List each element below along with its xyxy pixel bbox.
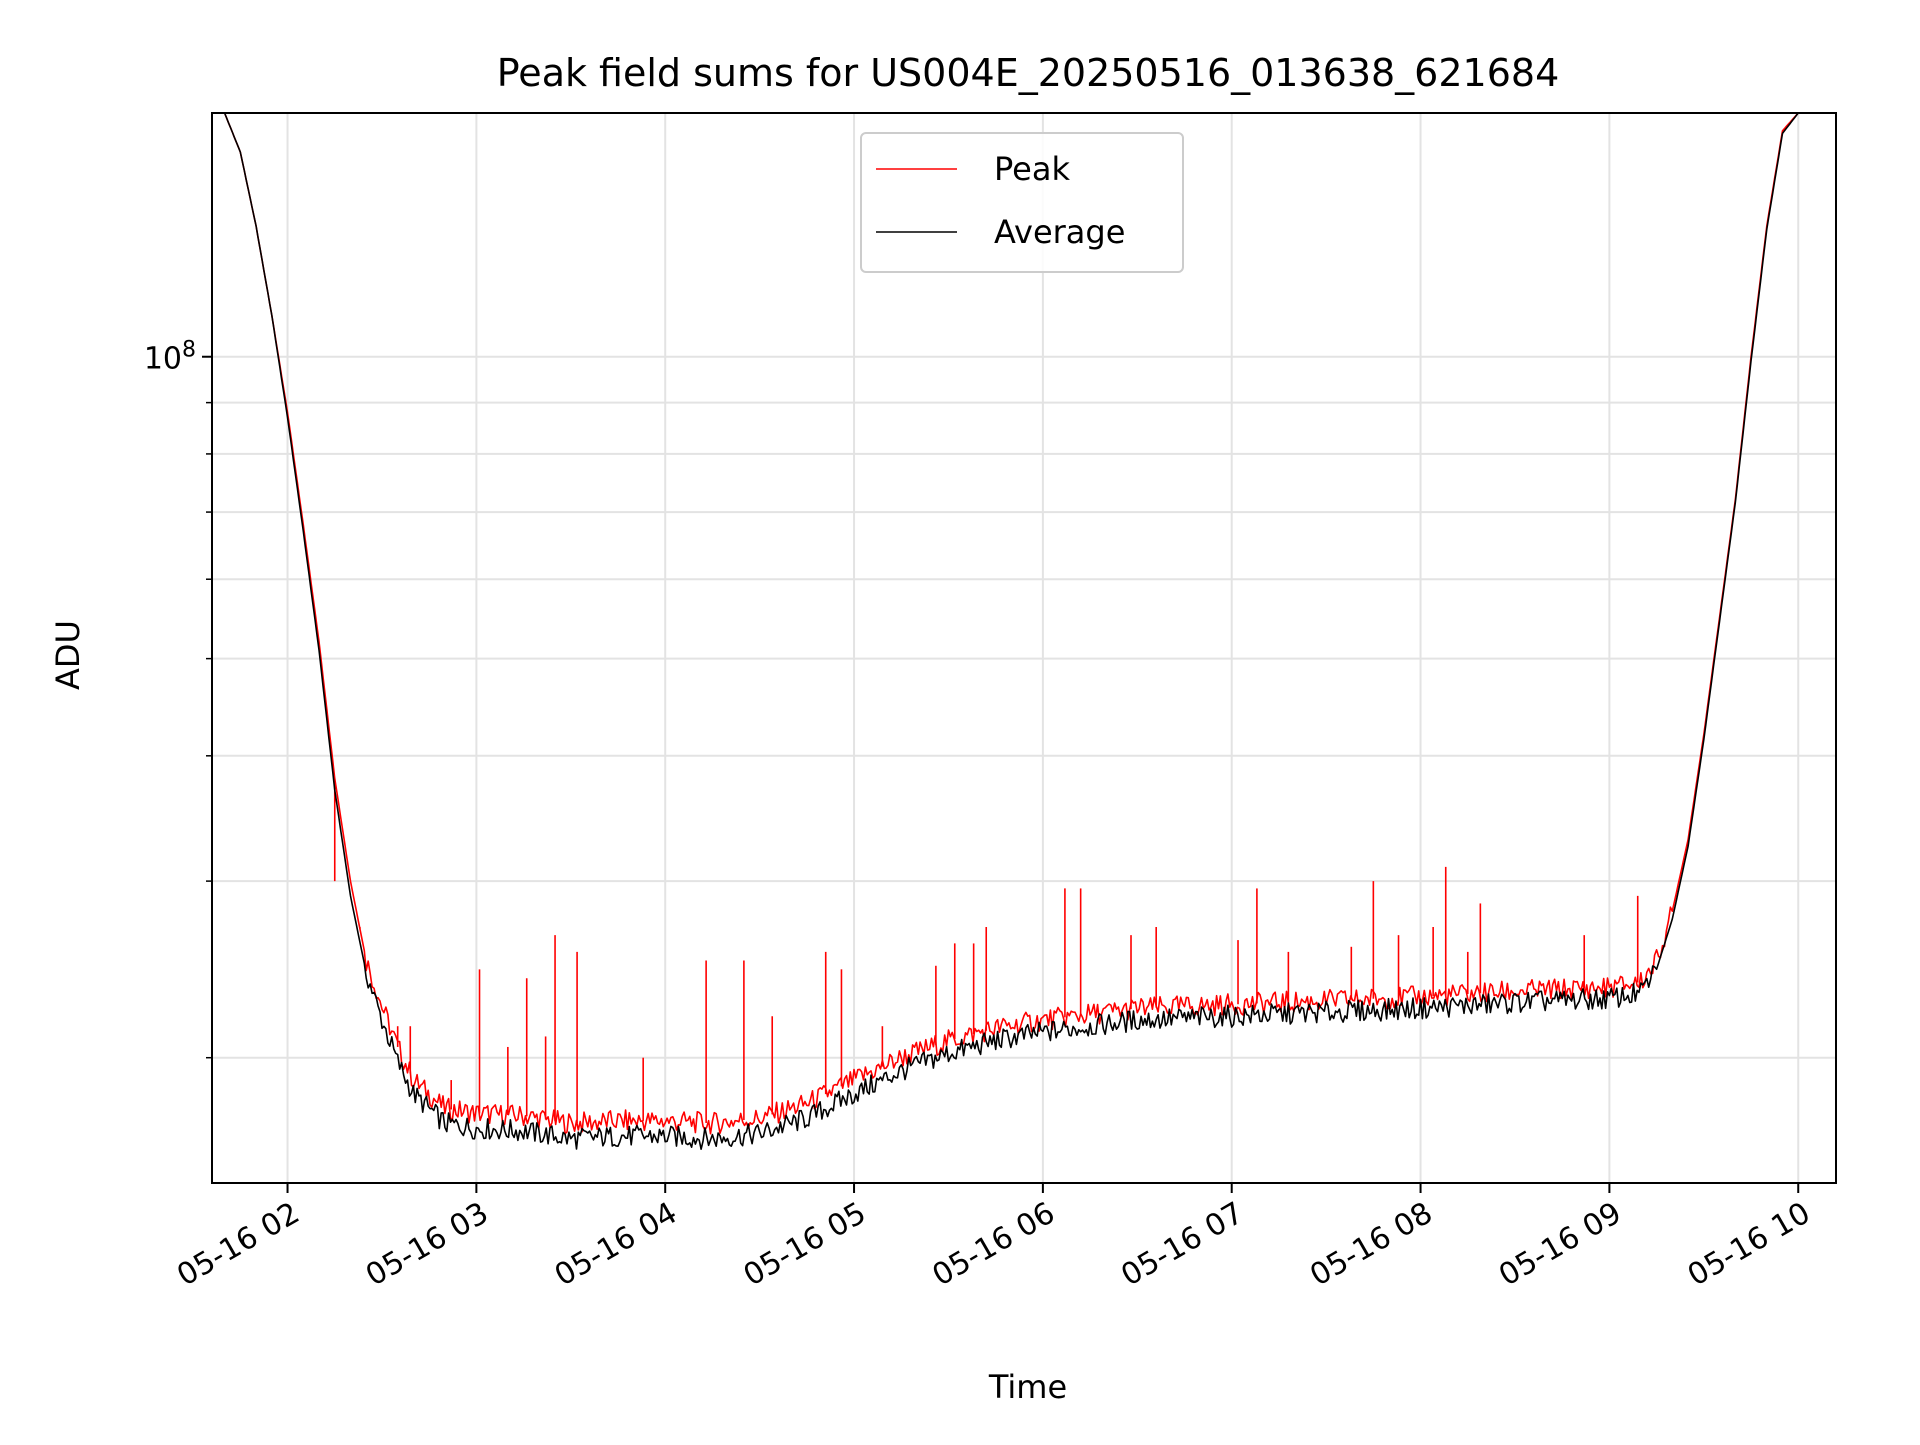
series-layer: [212, 112, 1836, 1150]
series-line-average: [212, 112, 1836, 1150]
y-tick-label: 108: [144, 337, 196, 377]
y-axis-label: ADU: [49, 620, 87, 690]
x-tick-label: 05-16 08: [1304, 1196, 1438, 1294]
x-tick-label: 05-16 10: [1682, 1196, 1816, 1294]
x-tick-label: 05-16 04: [549, 1196, 683, 1294]
axis-layer: 05-16 02 05-16 03 05-16 04 05-16 05 05-16 06…: [144, 337, 1816, 1293]
legend: Peak Average: [860, 132, 1184, 273]
x-tick-label: 05-16 03: [360, 1196, 494, 1294]
legend-box: [860, 132, 1184, 273]
x-tick-label: 05-16 09: [1493, 1196, 1627, 1294]
x-tick-label: 05-16 02: [171, 1196, 305, 1294]
x-tick-label: 05-16 07: [1115, 1196, 1249, 1294]
legend-label-peak: Peak: [994, 150, 1070, 188]
plot-frame: [211, 112, 1837, 1184]
x-axis-label: Time: [988, 1368, 1067, 1406]
x-tick-label: 05-16 06: [927, 1196, 1061, 1294]
chart-title: Peak field sums for US004E_20250516_0136…: [497, 51, 1560, 95]
legend-label-average: Average: [994, 213, 1125, 251]
grid-layer: [212, 113, 1836, 1183]
x-tick-label: 05-16 05: [738, 1196, 872, 1294]
